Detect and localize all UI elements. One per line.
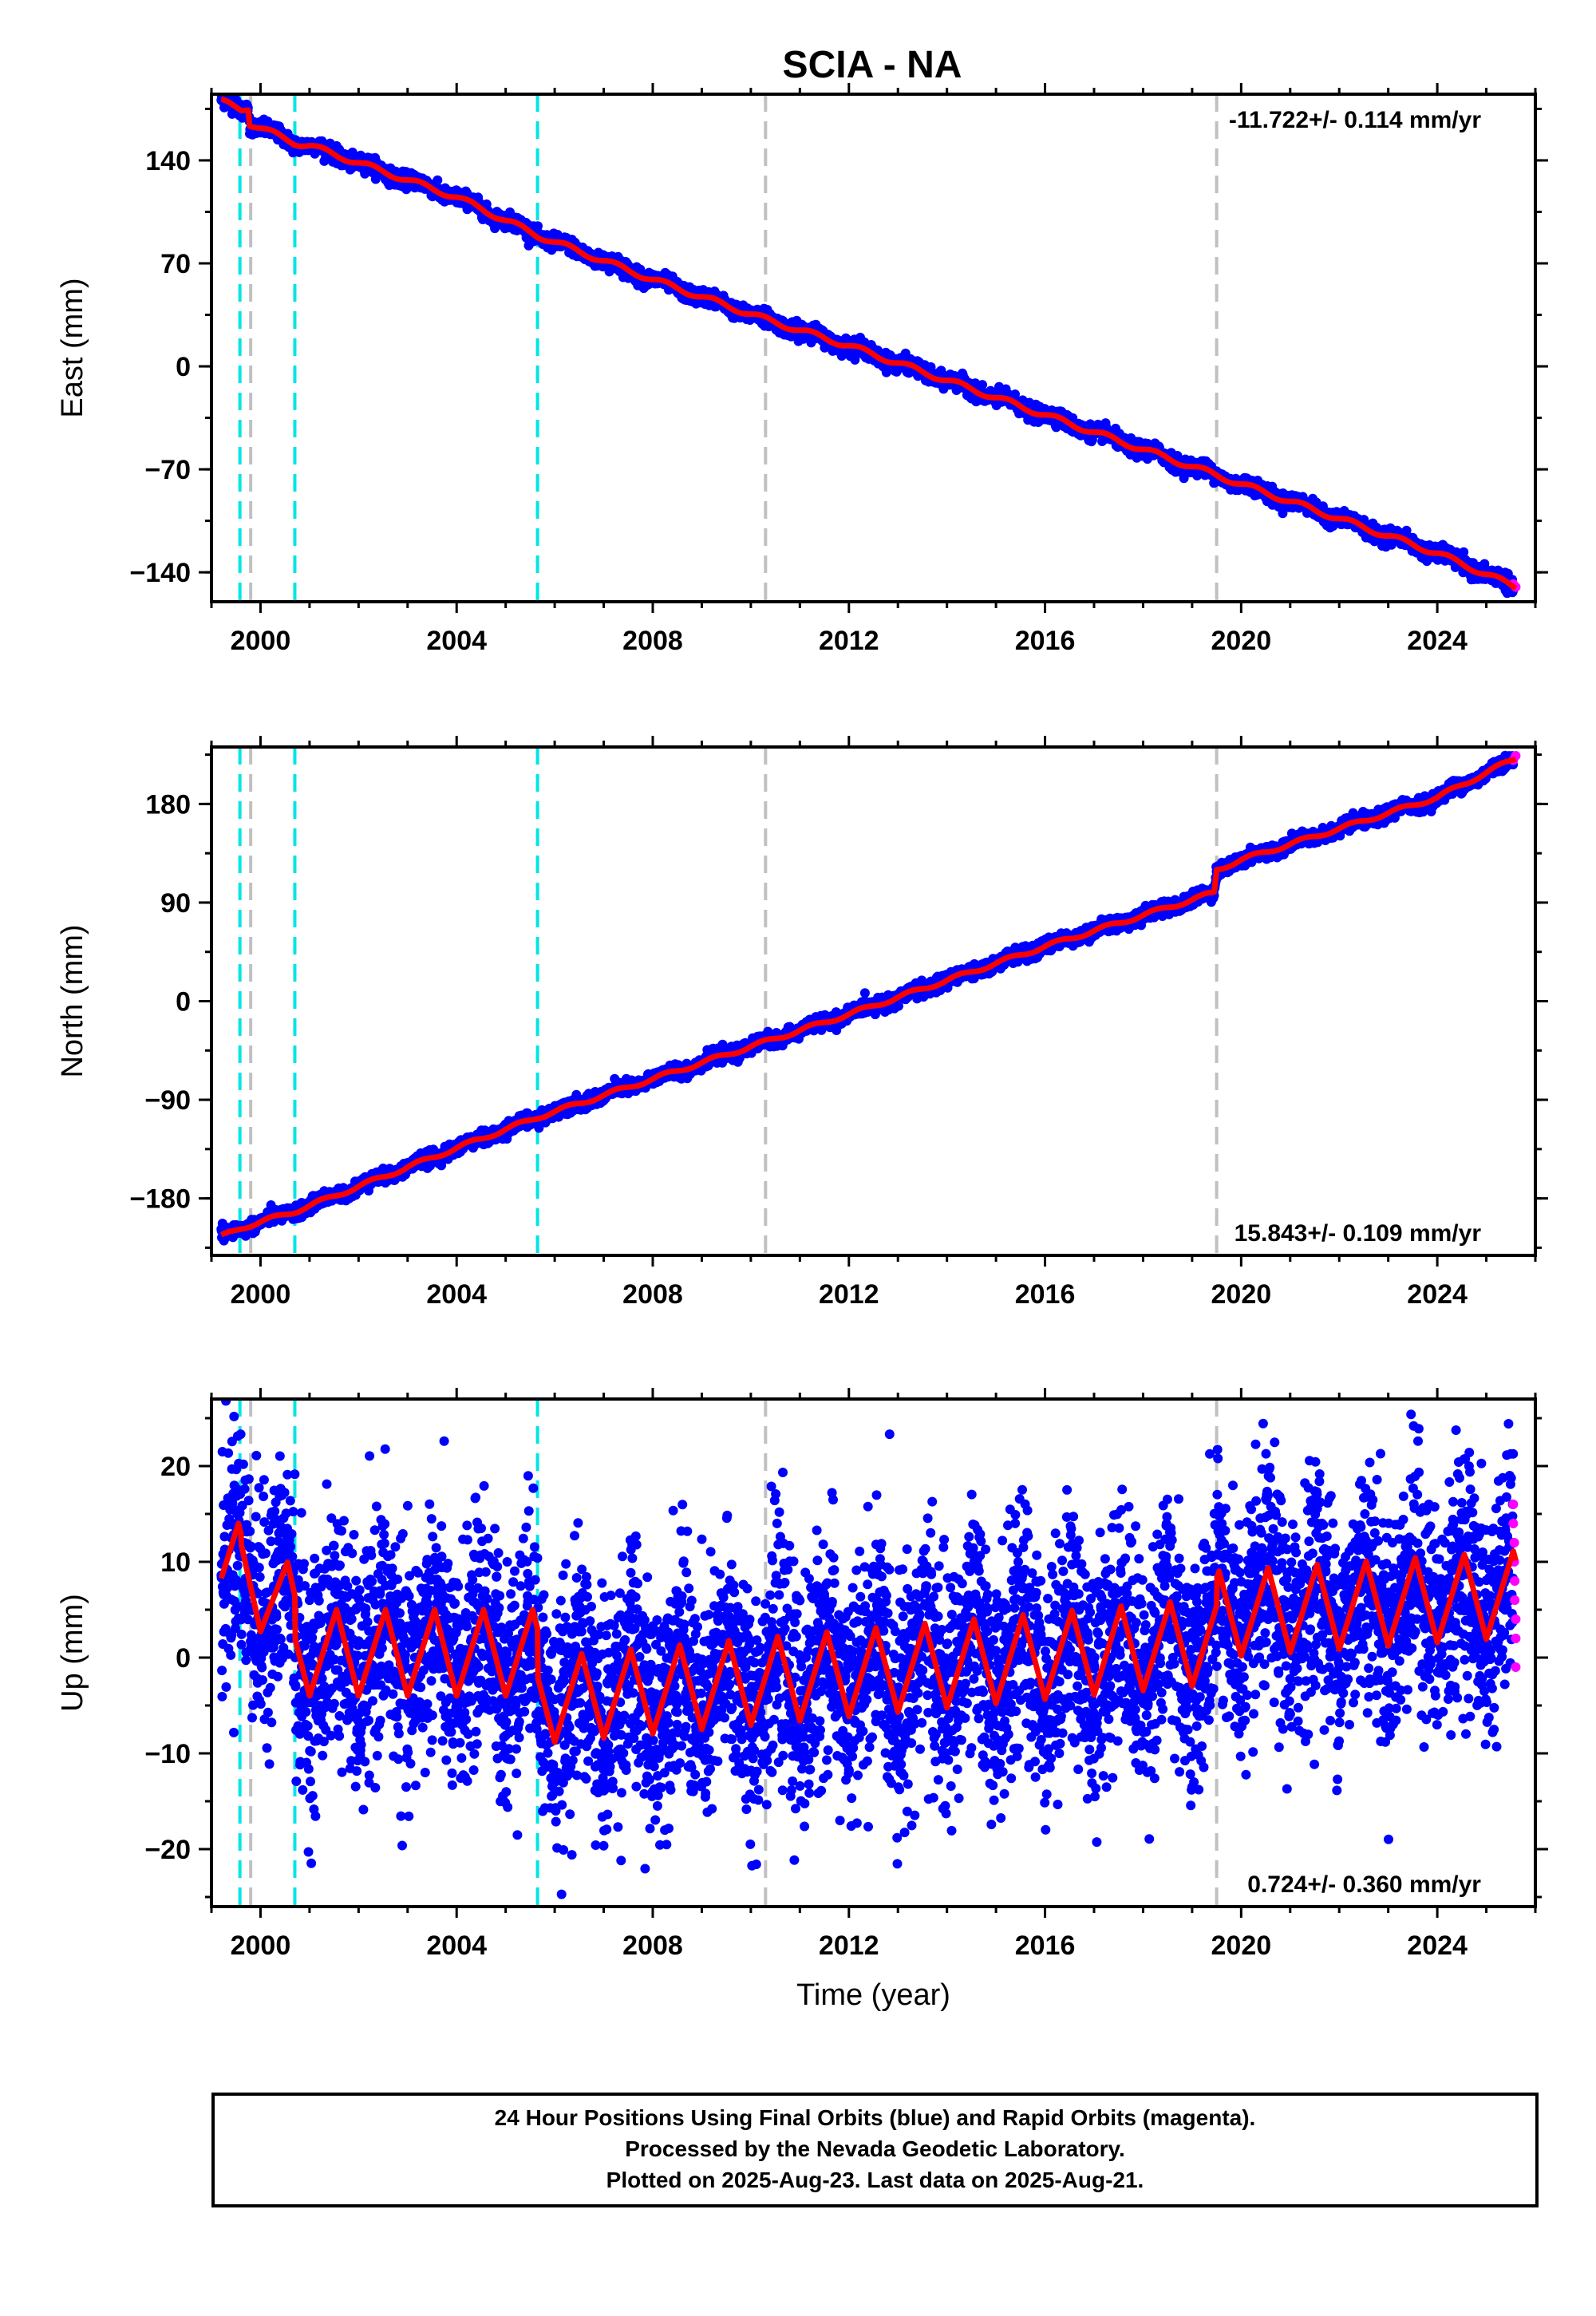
plot-area-north xyxy=(216,747,1521,1255)
final-orbit-points xyxy=(216,750,1519,1246)
chart-title: SCIA - NA xyxy=(783,44,962,86)
panels: 2000 2004 2008 2012 2016 2020 2024 140 70 0 −70 −14… xyxy=(56,83,1548,2012)
plot-area-east xyxy=(216,94,1521,602)
panel-east: 2000 2004 2008 2012 2016 2020 2024 140 70 0 −70 −14… xyxy=(56,83,1548,656)
x-tick-label: 2008 xyxy=(622,626,683,656)
panel-north: 2000 2004 2008 2012 2016 2020 2024180900−90−18… xyxy=(56,736,1548,1310)
velocity-label: -11.722+/- 0.114 mm/yr xyxy=(1229,107,1481,133)
final-orbit-points xyxy=(216,94,1519,599)
x-tick-label: 2000 xyxy=(231,626,291,656)
y-tick-label: 140 xyxy=(145,146,191,176)
x-tick-label: 2024 xyxy=(1407,626,1468,656)
x-tick-label: 2004 xyxy=(426,626,487,656)
y-axis-label: East (mm) xyxy=(56,278,89,417)
data-point xyxy=(533,221,543,231)
x-tick-label: 2016 xyxy=(1015,626,1076,656)
y-tick-label: 70 xyxy=(160,249,191,279)
y-tick-label: −70 xyxy=(144,455,191,485)
x-tick-label: 2012 xyxy=(819,626,879,656)
y-tick-label: −140 xyxy=(129,558,191,588)
x-tick-label: 2020 xyxy=(1211,626,1272,656)
y-tick-label: 0 xyxy=(176,352,191,382)
data-point xyxy=(433,175,443,185)
